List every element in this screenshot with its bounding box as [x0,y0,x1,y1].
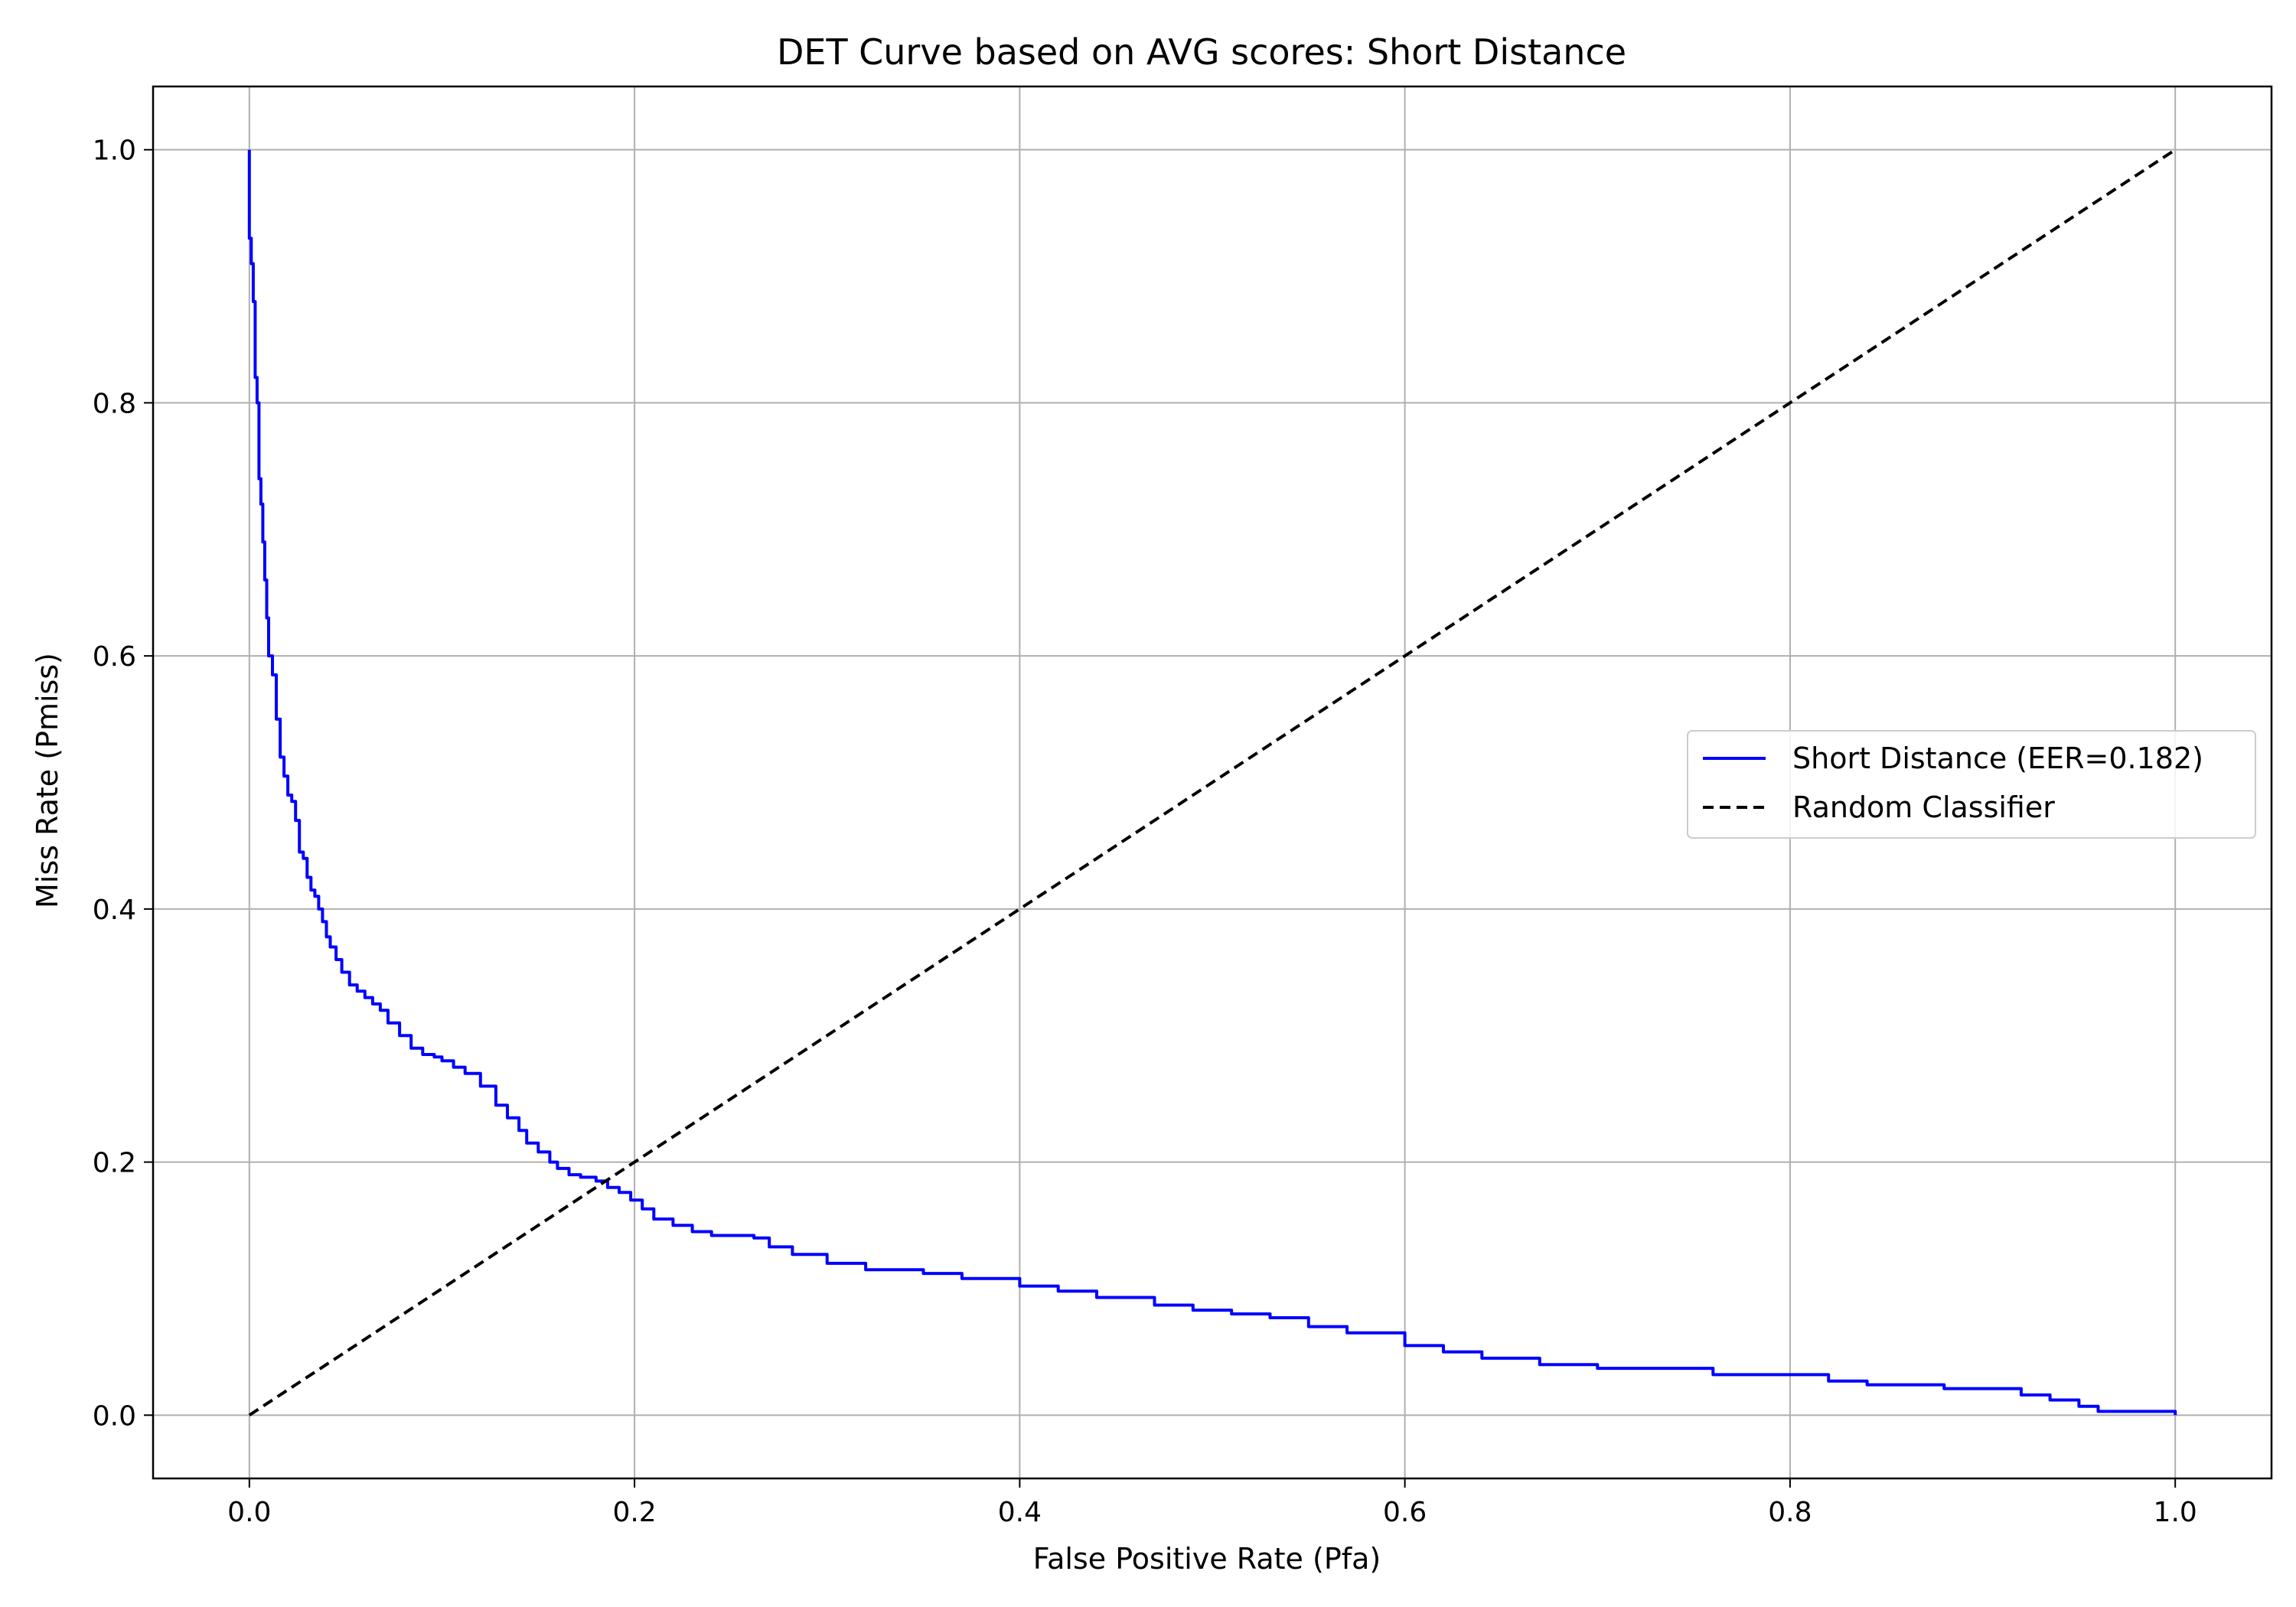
legend-label-0: Short Distance (EER=0.182) [1792,742,2203,775]
legend-label-1: Random Classifier [1792,790,2055,824]
y-tick-label: 0.6 [93,641,136,673]
chart-title: DET Curve based on AVG scores: Short Dis… [777,31,1626,73]
x-axis-label: False Positive Rate (Pfa) [1033,1542,1381,1576]
ticks: 0.0 0.2 0.4 0.6 0.8 1.0 0.0 0.2 0.4 0.6 0.8 1.0 [93,135,2197,1528]
x-tick-label: 0.0 [227,1497,271,1528]
y-tick-label: 1.0 [93,135,136,167]
y-tick-label: 0.0 [93,1400,136,1432]
x-tick-label: 0.8 [1768,1497,1812,1528]
plot-frame [152,85,2273,1480]
legend: Short Distance (EER=0.182) Random Classif… [1687,730,2256,839]
y-axis-label: Miss Rate (Pmiss) [31,653,64,908]
x-tick-label: 0.6 [1383,1497,1427,1528]
series-line-1 [248,148,2177,1416]
series-group [247,148,2177,1416]
series-line-0 [247,149,2177,1416]
x-tick-label: 1.0 [2154,1497,2197,1528]
y-tick-label: 0.8 [93,388,136,419]
x-tick-label: 0.4 [998,1497,1042,1528]
y-tick-label: 0.2 [93,1148,136,1179]
x-tick-label: 0.2 [612,1497,656,1528]
y-tick-label: 0.4 [93,895,136,926]
legend-box [1687,730,2256,839]
grid [153,86,2272,1478]
